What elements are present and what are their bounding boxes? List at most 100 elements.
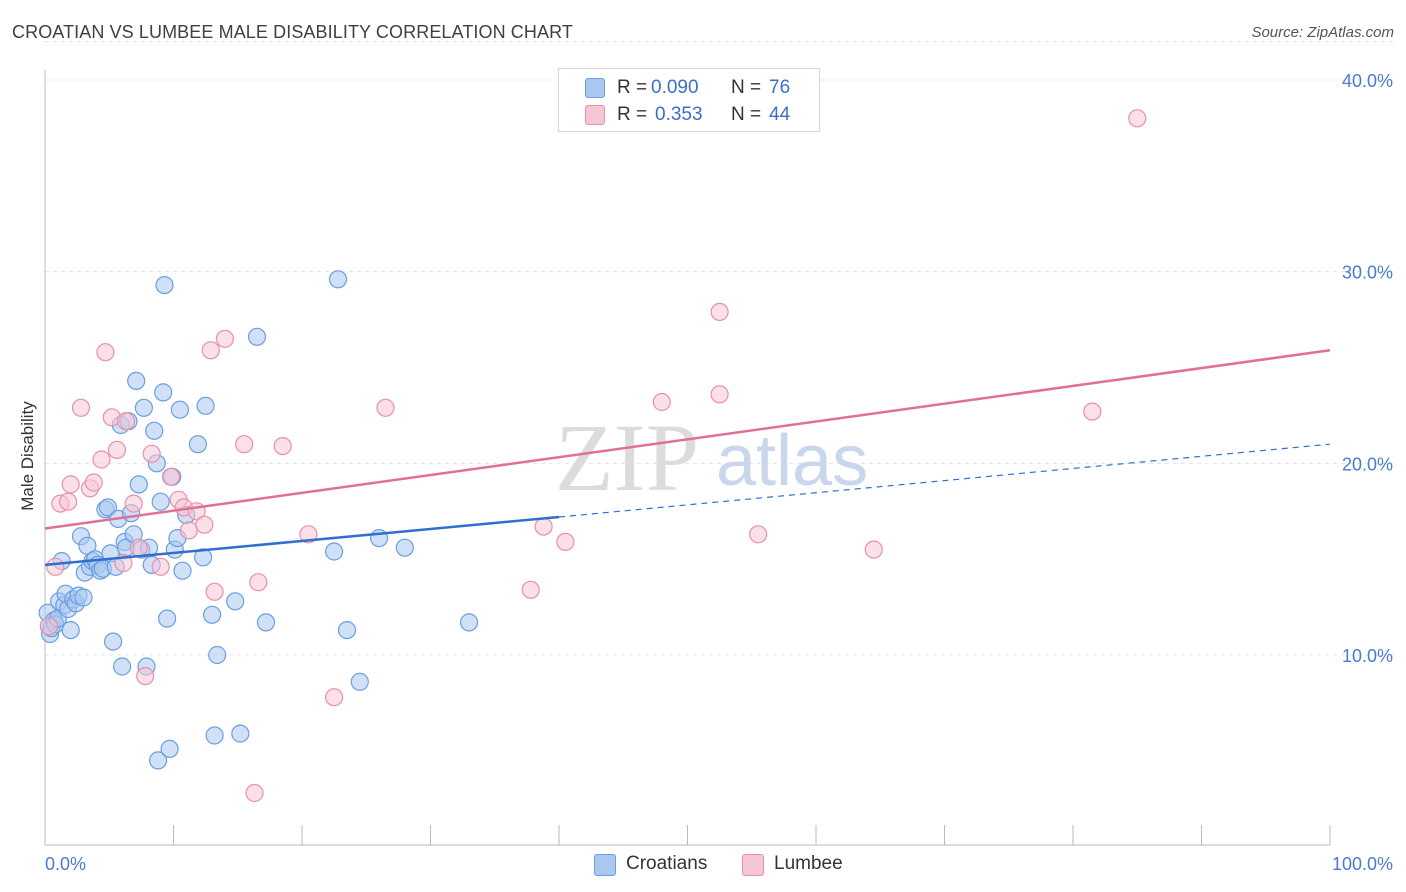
croatians-point [74, 588, 93, 607]
lumbee-point [71, 398, 91, 417]
croatians-point [231, 724, 250, 743]
croatians-point [149, 751, 168, 770]
croatians-point [134, 398, 153, 417]
lumbee-point [235, 435, 254, 454]
lumbee-point [195, 515, 214, 534]
gridlines [45, 41, 1393, 656]
stats-row-croatians: R = 0.090 N = 76 [559, 73, 819, 101]
lumbee-point [179, 521, 198, 540]
croatians-point [129, 475, 148, 494]
croatians-point [208, 645, 227, 665]
n-value: 44 [769, 104, 791, 125]
lumbee-point [92, 450, 111, 469]
lumbee-point [58, 492, 78, 511]
croatians-point [103, 632, 123, 651]
x-tick-min: 0.0% [45, 854, 86, 874]
r-label: R = [617, 77, 648, 98]
lumbee-point [205, 582, 224, 601]
y-tick-label: 40.0% [1342, 71, 1393, 91]
n-label: N = [731, 77, 762, 98]
axes [44, 70, 1331, 846]
y-tick-label: 30.0% [1342, 263, 1393, 283]
lumbee-trend-line [44, 349, 1331, 530]
lumbee-point [556, 532, 575, 552]
y-tick-labels: 10.0% 20.0% 30.0% 40.0% [1342, 71, 1393, 666]
croatians-point [127, 371, 146, 390]
croatians-point [350, 672, 369, 691]
lumbee-point [534, 517, 553, 536]
croatians-point [256, 613, 276, 632]
croatians-trend-line [44, 515, 560, 567]
lumbee-point [39, 617, 59, 636]
croatians-point [203, 605, 222, 624]
croatians-point [337, 620, 357, 640]
croatians-point [205, 726, 224, 745]
croatians-point [395, 538, 414, 557]
croatians-point [160, 739, 179, 759]
lumbee-point [749, 525, 768, 544]
r-label: R = [617, 104, 648, 125]
croatians-point [61, 620, 80, 640]
lumbee-point [325, 688, 344, 707]
chart-title: CROATIAN VS LUMBEE MALE DISABILITY CORRE… [12, 22, 573, 42]
lumbee-point [107, 440, 127, 459]
lumbee-point [129, 538, 148, 557]
lumbee-point [151, 557, 170, 576]
n-label: N = [731, 104, 762, 125]
lumbee-point [116, 412, 136, 431]
lumbee-point [1128, 109, 1147, 128]
croatians-point [194, 548, 213, 567]
watermark: ZIP atlas [555, 404, 868, 511]
lumbee-point [521, 580, 540, 599]
croatians-point [154, 383, 173, 402]
croatians-point [247, 327, 267, 346]
lumbee-point [96, 343, 115, 362]
legend-label: Lumbee [774, 853, 843, 874]
lumbee-point [201, 341, 220, 360]
croatians-point [151, 492, 170, 511]
croatians-point [112, 657, 132, 676]
y-tick-label: 10.0% [1342, 646, 1393, 666]
lumbee-point [161, 467, 180, 486]
y-tick-label: 20.0% [1342, 454, 1393, 474]
lumbee-point [376, 398, 395, 417]
croatians-point [328, 270, 348, 289]
croatians-point [226, 592, 245, 611]
legend-label: Croatians [626, 853, 708, 874]
lumbee-point [142, 444, 161, 463]
legend-swatch-croatians [594, 854, 616, 876]
correlation-stats-box: R = 0.090 N = 76 R = 0.353 N = 44 [558, 68, 820, 132]
stats-swatch-croatians [585, 78, 605, 98]
x-tick-max: 100.0% [1332, 854, 1393, 874]
stats-swatch-lumbee [585, 105, 605, 125]
croatians-point [158, 609, 177, 628]
croatians-point [196, 396, 215, 415]
watermark-zip: ZIP [555, 404, 699, 511]
source-credit: Source: ZipAtlas.com [1251, 24, 1394, 41]
lumbee-point [245, 783, 264, 803]
lumbee-point [124, 494, 143, 513]
lumbee-point [864, 540, 883, 559]
r-value: 0.090 [651, 77, 699, 98]
x-tick-labels: 0.0% 100.0% [45, 854, 1393, 874]
lumbee-point [84, 473, 103, 492]
croatians-point [145, 421, 164, 440]
stats-row-lumbee: R = 0.353 N = 44 [559, 100, 819, 128]
lumbee-point [652, 392, 671, 412]
lumbee-point [273, 437, 292, 456]
lumbee-point [61, 475, 80, 494]
n-value: 76 [769, 77, 791, 98]
lumbee-point [249, 573, 268, 592]
lumbee-point [710, 385, 729, 404]
croatians-point [173, 561, 192, 580]
lumbee-point [710, 302, 729, 321]
croatians-point [98, 498, 118, 517]
croatians-point [188, 435, 207, 454]
lumbee-point [215, 329, 234, 348]
legend-swatch-lumbee [742, 854, 764, 876]
r-value: 0.353 [655, 104, 703, 125]
data-points [38, 109, 1147, 803]
croatians-point [170, 400, 189, 419]
watermark-atlas: atlas [716, 421, 868, 501]
